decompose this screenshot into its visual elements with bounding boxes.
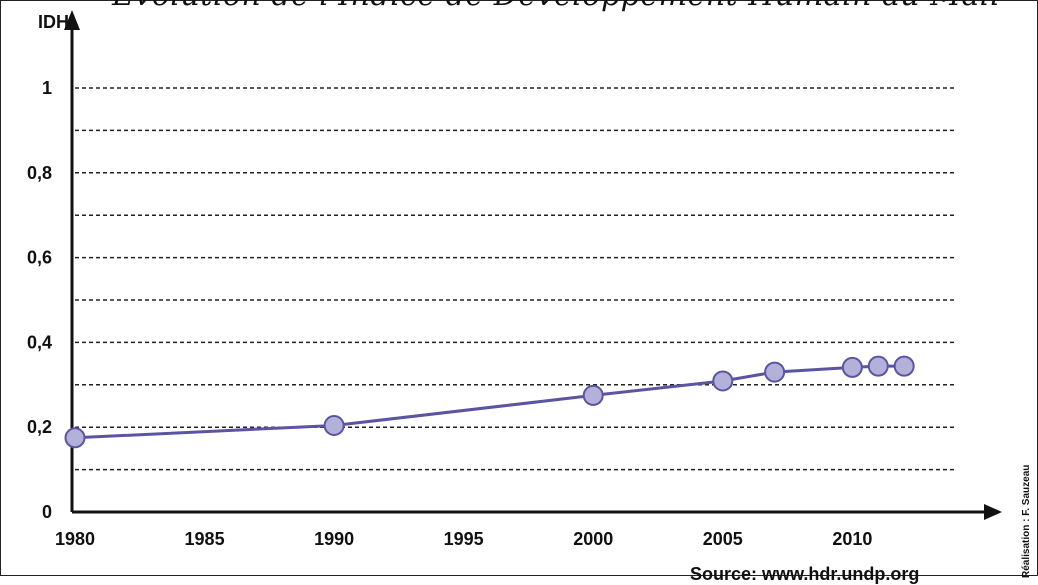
data-point [841,356,863,378]
y-tick-label: 0,8 [27,163,52,183]
data-point [64,427,86,449]
credit-text: Réalisation : F. Sauzeau [1021,464,1032,578]
y-tick-label: 0,4 [27,332,52,352]
x-tick-label: 1980 [55,529,95,549]
grid-lines [75,87,956,471]
y-tick-label: 0,2 [27,417,52,437]
y-tick-label: 0,6 [27,248,52,268]
axes: IDH [38,10,1002,520]
data-point [323,415,345,437]
x-axis-arrow-icon [984,504,1002,520]
data-point [867,355,889,377]
data-point [712,370,734,392]
x-tick-label: 1995 [444,529,484,549]
y-axis-label: IDH [38,12,69,32]
y-axis-arrow-icon [64,10,80,30]
y-tick-label: 1 [42,78,52,98]
data-point [582,384,604,406]
x-tick-label: 1990 [314,529,354,549]
source-text: Source: www.hdr.undp.org [690,564,920,584]
y-tick-labels: 0 0,2 0,4 0,6 0,8 1 [27,78,52,522]
x-tick-label: 2010 [832,529,872,549]
y-tick-label: 0 [42,502,52,522]
x-tick-labels: 1980 1985 1990 1995 2000 2005 2010 [55,529,872,549]
data-point [764,361,786,383]
chart-title: Evolution de l'Indice de Développement H… [112,0,1000,13]
x-tick-label: 2000 [573,529,613,549]
data-point [893,355,915,377]
x-tick-label: 1985 [185,529,225,549]
x-tick-label: 2005 [703,529,743,549]
series-idh [64,355,915,449]
